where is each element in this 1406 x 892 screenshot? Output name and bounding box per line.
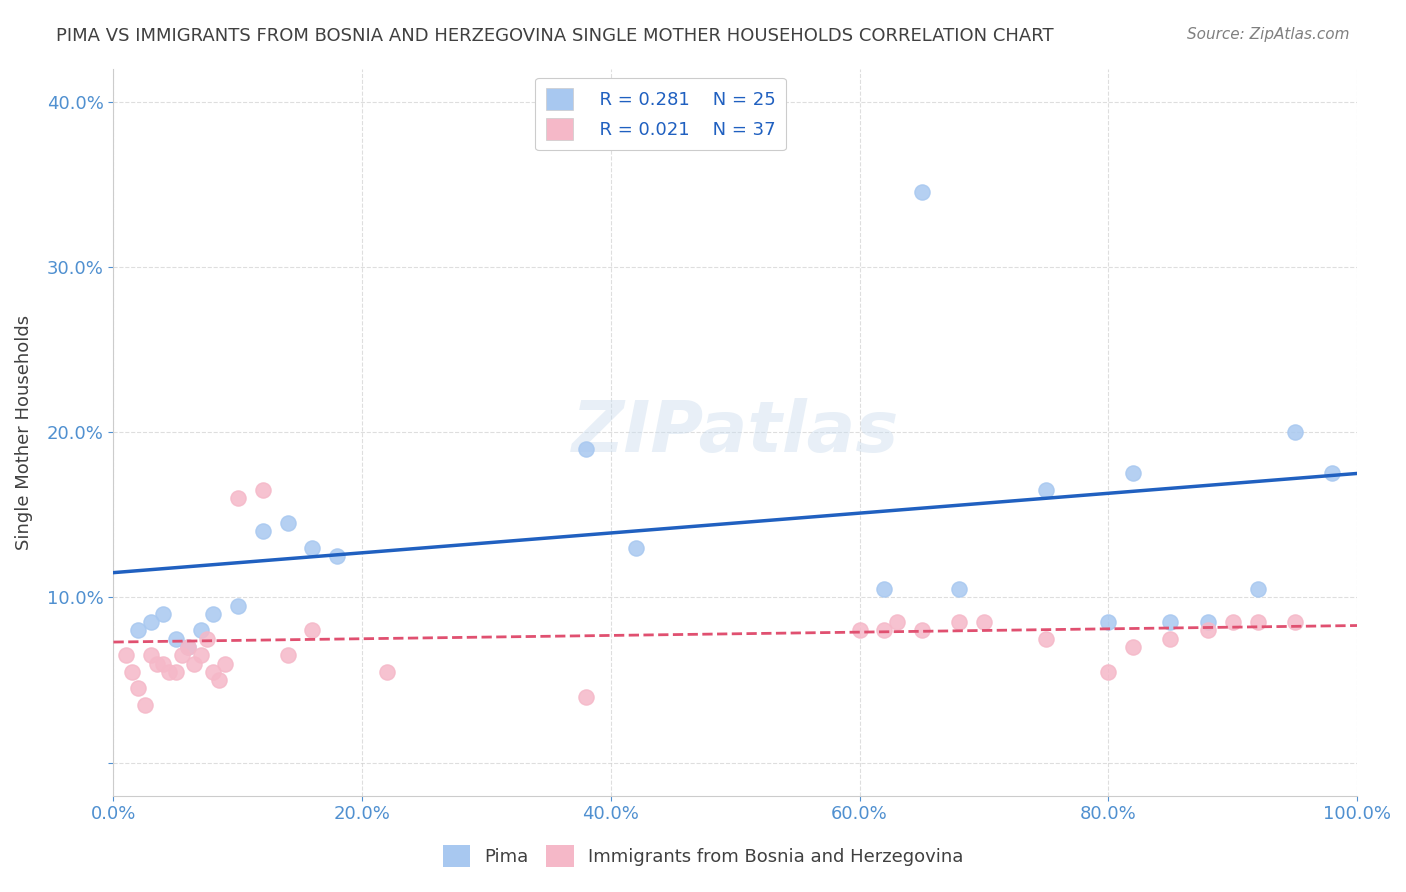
Point xyxy=(201,665,224,679)
Point xyxy=(146,657,169,671)
Point xyxy=(165,632,187,646)
Point xyxy=(201,607,224,621)
Point xyxy=(1246,615,1268,630)
Point xyxy=(1122,467,1144,481)
Point xyxy=(1197,615,1219,630)
Point xyxy=(115,648,138,663)
Legend:   R = 0.281    N = 25,   R = 0.021    N = 37: R = 0.281 N = 25, R = 0.021 N = 37 xyxy=(536,78,786,151)
Point xyxy=(139,648,162,663)
Point xyxy=(190,648,212,663)
Point xyxy=(1159,615,1181,630)
Point xyxy=(226,491,249,506)
Point xyxy=(575,690,598,704)
Point xyxy=(1284,615,1306,630)
Point xyxy=(873,624,896,638)
Point xyxy=(873,582,896,596)
Point xyxy=(848,624,870,638)
Point xyxy=(152,607,174,621)
Point xyxy=(911,186,934,200)
Point xyxy=(1122,640,1144,654)
Point xyxy=(1284,425,1306,439)
Point xyxy=(301,624,323,638)
Point xyxy=(190,624,212,638)
Point xyxy=(139,615,162,630)
Point xyxy=(1035,632,1057,646)
Point xyxy=(1097,615,1119,630)
Point xyxy=(127,624,149,638)
Point xyxy=(226,599,249,613)
Point xyxy=(375,665,398,679)
Point xyxy=(177,640,200,654)
Point xyxy=(973,615,995,630)
Text: Source: ZipAtlas.com: Source: ZipAtlas.com xyxy=(1187,27,1350,42)
Point xyxy=(1246,582,1268,596)
Text: ZIPatlas: ZIPatlas xyxy=(572,398,898,467)
Point xyxy=(121,665,143,679)
Point xyxy=(170,648,193,663)
Text: PIMA VS IMMIGRANTS FROM BOSNIA AND HERZEGOVINA SINGLE MOTHER HOUSEHOLDS CORRELAT: PIMA VS IMMIGRANTS FROM BOSNIA AND HERZE… xyxy=(56,27,1054,45)
Point xyxy=(208,673,231,687)
Point xyxy=(1097,665,1119,679)
Point xyxy=(948,615,970,630)
Point xyxy=(886,615,908,630)
Point xyxy=(252,483,274,497)
Point xyxy=(277,516,299,530)
Point xyxy=(159,665,181,679)
Point xyxy=(948,582,970,596)
Point xyxy=(1197,624,1219,638)
Legend: Pima, Immigrants from Bosnia and Herzegovina: Pima, Immigrants from Bosnia and Herzego… xyxy=(436,838,970,874)
Point xyxy=(134,698,156,712)
Point xyxy=(624,541,647,555)
Point xyxy=(252,524,274,539)
Y-axis label: Single Mother Households: Single Mother Households xyxy=(15,315,32,549)
Point xyxy=(127,681,149,696)
Point xyxy=(177,640,200,654)
Point xyxy=(183,657,205,671)
Point xyxy=(326,549,349,563)
Point xyxy=(1320,467,1343,481)
Point xyxy=(301,541,323,555)
Point xyxy=(1159,632,1181,646)
Point xyxy=(1035,483,1057,497)
Point xyxy=(195,632,218,646)
Point xyxy=(911,624,934,638)
Point xyxy=(165,665,187,679)
Point xyxy=(575,442,598,456)
Point xyxy=(277,648,299,663)
Point xyxy=(214,657,236,671)
Point xyxy=(1222,615,1244,630)
Point xyxy=(152,657,174,671)
